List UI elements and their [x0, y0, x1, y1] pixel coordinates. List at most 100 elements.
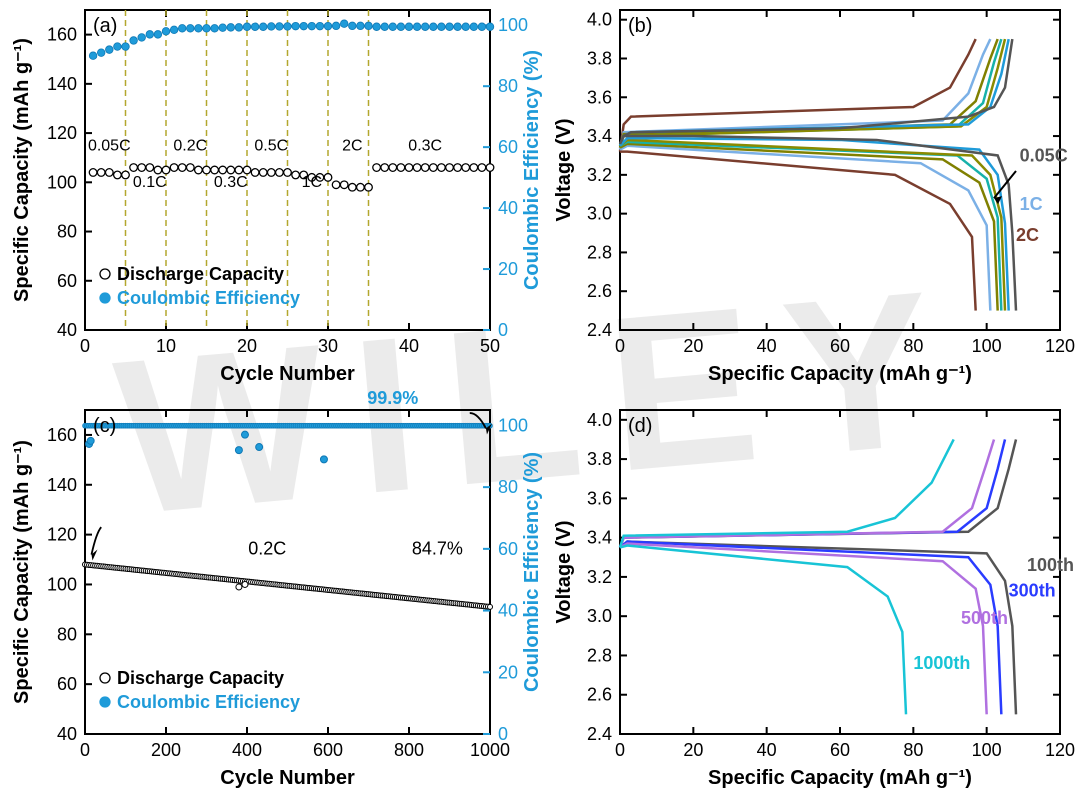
svg-text:0: 0 — [498, 320, 508, 340]
svg-text:(c): (c) — [93, 415, 116, 437]
svg-text:2.6: 2.6 — [587, 281, 612, 301]
svg-text:Voltage (V): Voltage (V) — [553, 521, 575, 624]
svg-text:160: 160 — [47, 25, 77, 45]
svg-text:10: 10 — [156, 336, 176, 356]
svg-text:2C: 2C — [1016, 225, 1039, 245]
svg-text:(d): (d) — [628, 415, 652, 437]
svg-text:0.5C: 0.5C — [254, 137, 288, 154]
svg-text:Specific Capacity (mAh g⁻¹): Specific Capacity (mAh g⁻¹) — [11, 38, 33, 302]
svg-text:80: 80 — [498, 76, 518, 96]
svg-text:140: 140 — [47, 74, 77, 94]
svg-text:3.2: 3.2 — [587, 567, 612, 587]
svg-text:100: 100 — [972, 740, 1002, 760]
svg-text:60: 60 — [57, 674, 77, 694]
svg-text:100: 100 — [498, 415, 528, 435]
svg-text:4.0: 4.0 — [587, 410, 612, 430]
svg-text:(b): (b) — [628, 15, 652, 37]
svg-text:40: 40 — [399, 336, 419, 356]
svg-text:3.4: 3.4 — [587, 126, 612, 146]
svg-text:20: 20 — [683, 740, 703, 760]
svg-text:80: 80 — [57, 222, 77, 242]
svg-text:20: 20 — [498, 259, 518, 279]
svg-text:20: 20 — [237, 336, 257, 356]
svg-text:0.3C: 0.3C — [408, 137, 442, 154]
svg-text:400: 400 — [232, 740, 262, 760]
svg-text:140: 140 — [47, 475, 77, 495]
svg-text:100: 100 — [972, 336, 1002, 356]
svg-text:Cycle Number: Cycle Number — [220, 363, 355, 385]
svg-text:60: 60 — [57, 271, 77, 291]
svg-text:100: 100 — [47, 172, 77, 192]
svg-text:2.6: 2.6 — [587, 685, 612, 705]
svg-text:0: 0 — [80, 336, 90, 356]
svg-text:3.4: 3.4 — [587, 528, 612, 548]
svg-text:Specific Capacity (mAh g⁻¹): Specific Capacity (mAh g⁻¹) — [708, 767, 972, 789]
panel-b-svg: 0204060801001202.42.62.83.03.23.43.63.84… — [540, 0, 1080, 400]
svg-text:0.05C: 0.05C — [88, 137, 131, 154]
svg-text:80: 80 — [903, 336, 923, 356]
svg-text:Discharge Capacity: Discharge Capacity — [117, 668, 284, 688]
svg-text:40: 40 — [57, 724, 77, 744]
svg-text:3.6: 3.6 — [587, 488, 612, 508]
svg-text:Coulombic Efficiency: Coulombic Efficiency — [117, 692, 300, 712]
svg-text:3.2: 3.2 — [587, 165, 612, 185]
svg-text:84.7%: 84.7% — [412, 539, 463, 559]
svg-text:3.8: 3.8 — [587, 48, 612, 68]
svg-text:40: 40 — [57, 320, 77, 340]
svg-text:3.6: 3.6 — [587, 87, 612, 107]
svg-text:2.4: 2.4 — [587, 724, 612, 744]
svg-text:0: 0 — [615, 740, 625, 760]
svg-text:0.2C: 0.2C — [173, 137, 207, 154]
panel-a: 0102030405040608010012014016002040608010… — [0, 0, 540, 400]
svg-text:40: 40 — [757, 336, 777, 356]
svg-text:120: 120 — [47, 525, 77, 545]
svg-text:60: 60 — [498, 539, 518, 559]
svg-text:800: 800 — [394, 740, 424, 760]
svg-text:160: 160 — [47, 425, 77, 445]
svg-text:99.9%: 99.9% — [367, 388, 418, 408]
svg-text:50: 50 — [480, 336, 500, 356]
svg-text:0.1C: 0.1C — [133, 174, 167, 191]
svg-text:1C: 1C — [302, 174, 322, 191]
svg-text:0: 0 — [498, 724, 508, 744]
svg-text:4.0: 4.0 — [587, 10, 612, 30]
svg-text:2C: 2C — [342, 137, 362, 154]
svg-text:40: 40 — [498, 601, 518, 621]
svg-text:3.0: 3.0 — [587, 204, 612, 224]
svg-text:1000th: 1000th — [913, 653, 970, 673]
svg-text:0.2C: 0.2C — [248, 539, 286, 559]
svg-text:120: 120 — [1045, 740, 1075, 760]
svg-text:40: 40 — [498, 198, 518, 218]
svg-text:40: 40 — [757, 740, 777, 760]
svg-text:Coulombic Efficiency: Coulombic Efficiency — [117, 288, 300, 308]
panel-c: 0200400600800100040608010012014016002040… — [0, 400, 540, 804]
svg-text:3.0: 3.0 — [587, 606, 612, 626]
svg-text:2.8: 2.8 — [587, 645, 612, 665]
svg-text:Voltage (V): Voltage (V) — [553, 119, 575, 222]
svg-text:600: 600 — [313, 740, 343, 760]
panel-d-svg: 0204060801001202.42.62.83.03.23.43.63.84… — [540, 400, 1080, 804]
svg-text:80: 80 — [498, 477, 518, 497]
svg-text:120: 120 — [1045, 336, 1075, 356]
svg-text:0.05C: 0.05C — [1020, 145, 1068, 165]
svg-text:Specific Capacity (mAh g⁻¹): Specific Capacity (mAh g⁻¹) — [708, 363, 972, 385]
svg-text:(a): (a) — [93, 15, 117, 37]
panel-d: 0204060801001202.42.62.83.03.23.43.63.84… — [540, 400, 1080, 804]
svg-text:100: 100 — [47, 574, 77, 594]
svg-text:20: 20 — [498, 662, 518, 682]
svg-text:100th: 100th — [1027, 555, 1074, 575]
svg-text:300th: 300th — [1009, 581, 1056, 601]
svg-text:0.3C: 0.3C — [214, 174, 248, 191]
svg-text:20: 20 — [683, 336, 703, 356]
svg-text:60: 60 — [830, 740, 850, 760]
svg-text:Cycle Number: Cycle Number — [220, 767, 355, 789]
svg-text:30: 30 — [318, 336, 338, 356]
svg-text:3.8: 3.8 — [587, 449, 612, 469]
svg-text:2.8: 2.8 — [587, 242, 612, 262]
svg-text:60: 60 — [498, 137, 518, 157]
svg-text:500th: 500th — [961, 608, 1008, 628]
svg-text:0: 0 — [80, 740, 90, 760]
svg-text:100: 100 — [498, 15, 528, 35]
panel-c-svg: 0200400600800100040608010012014016002040… — [0, 400, 540, 804]
svg-text:80: 80 — [57, 624, 77, 644]
